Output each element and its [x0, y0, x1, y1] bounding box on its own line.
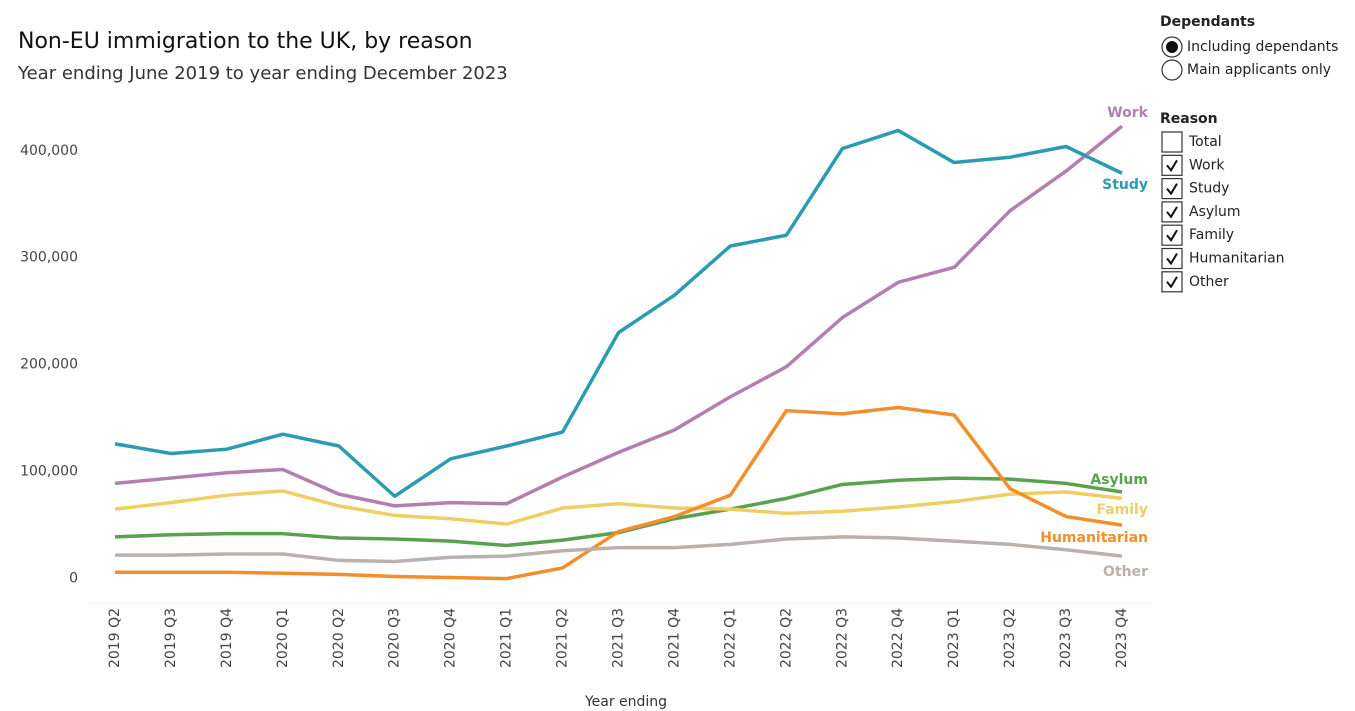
- series-label: Other: [1103, 564, 1148, 580]
- check-mark: [1166, 252, 1178, 266]
- chart-subtitle: Year ending June 2019 to year ending Dec…: [17, 63, 508, 84]
- series-label: Work: [1107, 105, 1148, 121]
- x-tick-label: 2022 Q4: [890, 608, 906, 668]
- series-label: Family: [1096, 502, 1148, 518]
- check-mark: [1166, 276, 1178, 289]
- radio-label[interactable]: Main applicants only: [1187, 62, 1331, 78]
- x-tick-label: 2022 Q3: [834, 608, 850, 668]
- checkbox[interactable]: [1161, 224, 1183, 246]
- x-tick-label: 2021 Q1: [499, 608, 515, 668]
- series-line: [114, 476, 1123, 548]
- check-mark: [1166, 229, 1178, 242]
- checkbox-label[interactable]: Asylum: [1189, 204, 1241, 220]
- x-tick-label: 2022 Q2: [778, 608, 794, 668]
- y-tick-label: 0: [69, 571, 78, 587]
- control-title: Reason: [1160, 111, 1218, 127]
- x-tick-label: 2021 Q2: [555, 608, 571, 668]
- radio-dot: [1166, 41, 1178, 53]
- check-mark: [1166, 206, 1178, 219]
- series-label: Humanitarian: [1040, 530, 1148, 546]
- checkbox[interactable]: [1161, 178, 1183, 200]
- y-tick-label: 400,000: [20, 143, 78, 159]
- x-tick-label: 2023 Q4: [1114, 608, 1130, 668]
- x-tick-label: 2021 Q4: [666, 608, 682, 668]
- checkbox-label[interactable]: Total: [1188, 134, 1222, 150]
- x-tick-label: 2021 Q3: [611, 608, 627, 668]
- radio-label[interactable]: Including dependants: [1187, 39, 1338, 55]
- series-line: [115, 405, 1123, 581]
- x-tick-label: 2020 Q3: [387, 608, 403, 668]
- checkbox[interactable]: [1161, 154, 1183, 176]
- x-tick-label: 2020 Q4: [443, 608, 459, 668]
- y-tick-label: 200,000: [20, 357, 78, 373]
- x-tick-label: 2019 Q3: [163, 608, 179, 668]
- series-label: Study: [1102, 177, 1148, 193]
- series-line: [115, 535, 1123, 564]
- x-tick-label: 2023 Q1: [946, 608, 962, 668]
- checkbox-label[interactable]: Family: [1189, 227, 1234, 243]
- chart-title: Non-EU immigration to the UK, by reason: [18, 29, 473, 54]
- checkbox-label[interactable]: Study: [1189, 181, 1229, 197]
- x-tick-label: 2019 Q2: [107, 608, 123, 668]
- x-tick-label: 2022 Q1: [722, 608, 738, 668]
- checkbox-label[interactable]: Humanitarian: [1189, 251, 1285, 267]
- x-tick-label: 2023 Q3: [1058, 608, 1074, 668]
- series-line: [114, 489, 1123, 526]
- check-mark: [1166, 159, 1178, 173]
- x-axis-title: Year ending: [584, 694, 667, 710]
- x-tick-label: 2020 Q2: [331, 608, 347, 668]
- series-line: [114, 124, 1124, 508]
- x-tick-label: 2019 Q4: [219, 608, 235, 668]
- checkbox[interactable]: [1161, 271, 1183, 293]
- series-line: [114, 128, 1123, 499]
- checkbox-label[interactable]: Work: [1189, 157, 1225, 173]
- x-tick-label: 2023 Q2: [1002, 608, 1018, 668]
- radio-button[interactable]: [1161, 59, 1183, 81]
- checkbox[interactable]: [1161, 201, 1183, 223]
- series-label: Asylum: [1090, 472, 1148, 488]
- checkbox[interactable]: [1161, 247, 1183, 270]
- checkbox-label[interactable]: Other: [1189, 274, 1229, 290]
- y-tick-label: 300,000: [20, 250, 78, 266]
- control-title: Dependants: [1160, 14, 1255, 30]
- check-mark: [1166, 183, 1178, 196]
- y-tick-label: 100,000: [20, 464, 78, 480]
- checkbox[interactable]: [1161, 131, 1183, 153]
- x-tick-label: 2020 Q1: [275, 608, 291, 668]
